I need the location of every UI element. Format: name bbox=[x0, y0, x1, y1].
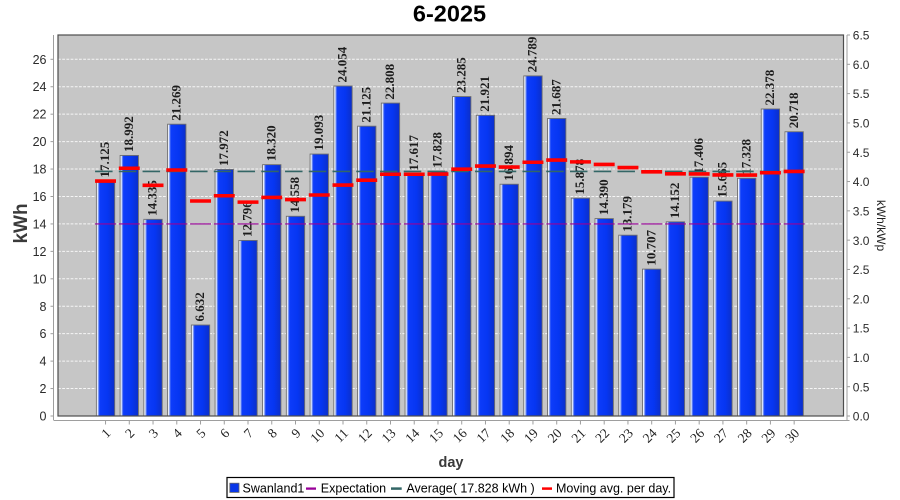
svg-text:13: 13 bbox=[378, 425, 398, 445]
svg-text:8: 8 bbox=[40, 300, 47, 314]
svg-text:20: 20 bbox=[545, 425, 565, 445]
svg-text:24: 24 bbox=[640, 425, 660, 445]
svg-text:14.152: 14.152 bbox=[667, 183, 682, 219]
svg-text:10: 10 bbox=[33, 272, 47, 286]
svg-text:12: 12 bbox=[355, 426, 375, 446]
svg-text:day: day bbox=[439, 455, 464, 471]
svg-text:23: 23 bbox=[616, 425, 636, 445]
svg-text:13.179: 13.179 bbox=[620, 195, 635, 231]
svg-text:18.992: 18.992 bbox=[121, 116, 136, 152]
svg-text:26: 26 bbox=[687, 425, 707, 445]
svg-text:2: 2 bbox=[40, 382, 47, 396]
svg-text:23.285: 23.285 bbox=[453, 57, 468, 93]
svg-text:0.5: 0.5 bbox=[853, 380, 870, 394]
svg-text:4: 4 bbox=[40, 355, 47, 369]
svg-text:16: 16 bbox=[33, 190, 47, 204]
svg-text:15: 15 bbox=[426, 425, 446, 445]
svg-text:21.687: 21.687 bbox=[548, 79, 563, 115]
svg-text:1: 1 bbox=[98, 426, 113, 441]
svg-text:12: 12 bbox=[33, 245, 47, 259]
svg-text:19.093: 19.093 bbox=[311, 114, 326, 150]
svg-text:27: 27 bbox=[711, 425, 731, 445]
svg-text:3.5: 3.5 bbox=[853, 204, 870, 218]
svg-text:14.390: 14.390 bbox=[596, 179, 611, 215]
svg-text:22: 22 bbox=[33, 108, 47, 122]
svg-text:kWh: kWh bbox=[11, 203, 32, 243]
svg-text:8: 8 bbox=[265, 425, 281, 441]
svg-text:19: 19 bbox=[521, 425, 541, 445]
svg-text:20.718: 20.718 bbox=[786, 92, 801, 128]
svg-text:2.5: 2.5 bbox=[853, 263, 870, 277]
svg-text:21.921: 21.921 bbox=[477, 76, 492, 112]
svg-text:17.828: 17.828 bbox=[430, 132, 445, 168]
svg-text:10: 10 bbox=[307, 425, 327, 445]
svg-text:4.5: 4.5 bbox=[853, 146, 870, 160]
svg-text:17.328: 17.328 bbox=[738, 139, 753, 175]
svg-text:17.617: 17.617 bbox=[406, 135, 421, 171]
svg-text:15.665: 15.665 bbox=[715, 161, 730, 197]
svg-text:14: 14 bbox=[33, 217, 47, 231]
svg-text:15.878: 15.878 bbox=[572, 158, 587, 194]
svg-text:3.0: 3.0 bbox=[853, 234, 870, 248]
svg-text:14.335: 14.335 bbox=[145, 180, 160, 216]
svg-text:Moving avg. per day.: Moving avg. per day. bbox=[556, 482, 671, 496]
svg-text:kWh/kWp: kWh/kWp bbox=[874, 200, 888, 252]
svg-text:0: 0 bbox=[40, 410, 47, 424]
svg-text:6: 6 bbox=[40, 327, 47, 341]
svg-text:Average( 17.828 kWh ): Average( 17.828 kWh ) bbox=[406, 482, 534, 496]
svg-text:14.558: 14.558 bbox=[287, 177, 302, 213]
svg-text:26: 26 bbox=[33, 53, 47, 67]
svg-text:2.0: 2.0 bbox=[853, 292, 870, 306]
svg-text:0.0: 0.0 bbox=[853, 410, 870, 424]
svg-text:5.5: 5.5 bbox=[853, 87, 870, 101]
svg-text:Expectation: Expectation bbox=[321, 482, 386, 496]
svg-text:28: 28 bbox=[735, 425, 755, 445]
svg-text:18: 18 bbox=[33, 163, 47, 177]
svg-text:1.5: 1.5 bbox=[853, 322, 870, 336]
svg-text:3: 3 bbox=[146, 425, 162, 441]
svg-text:18.320: 18.320 bbox=[263, 125, 278, 161]
svg-text:14: 14 bbox=[402, 425, 422, 445]
svg-text:16: 16 bbox=[450, 425, 470, 445]
svg-text:6-2025: 6-2025 bbox=[413, 1, 486, 27]
svg-text:30: 30 bbox=[782, 425, 802, 445]
svg-text:17.406: 17.406 bbox=[691, 137, 706, 173]
svg-text:7: 7 bbox=[241, 425, 257, 441]
svg-text:1.0: 1.0 bbox=[853, 351, 870, 365]
svg-text:20: 20 bbox=[33, 135, 47, 149]
svg-text:6: 6 bbox=[217, 425, 233, 441]
svg-text:4: 4 bbox=[170, 425, 186, 441]
svg-text:29: 29 bbox=[758, 425, 778, 445]
svg-text:17.972: 17.972 bbox=[216, 130, 231, 166]
svg-text:21.125: 21.125 bbox=[358, 86, 373, 122]
svg-text:22.378: 22.378 bbox=[762, 69, 777, 105]
svg-text:6.5: 6.5 bbox=[853, 29, 870, 43]
svg-text:6.0: 6.0 bbox=[853, 58, 870, 72]
svg-text:5: 5 bbox=[193, 425, 209, 441]
svg-text:4.0: 4.0 bbox=[853, 175, 870, 189]
svg-text:5.0: 5.0 bbox=[853, 117, 870, 131]
svg-text:25: 25 bbox=[663, 425, 683, 445]
svg-text:17.125: 17.125 bbox=[97, 141, 112, 177]
svg-text:2: 2 bbox=[122, 426, 137, 441]
svg-text:9: 9 bbox=[288, 425, 304, 441]
svg-text:17: 17 bbox=[473, 425, 493, 445]
svg-text:21.269: 21.269 bbox=[168, 84, 183, 120]
svg-text:11: 11 bbox=[331, 426, 351, 446]
svg-text:10.707: 10.707 bbox=[643, 229, 658, 265]
svg-text:21: 21 bbox=[568, 426, 588, 446]
svg-text:24.789: 24.789 bbox=[525, 36, 540, 72]
svg-text:Swanland1: Swanland1 bbox=[243, 482, 305, 496]
svg-text:22.808: 22.808 bbox=[382, 63, 397, 99]
svg-text:12.796: 12.796 bbox=[240, 201, 255, 237]
svg-text:24: 24 bbox=[33, 80, 47, 94]
svg-text:16.894: 16.894 bbox=[501, 144, 516, 180]
svg-text:22: 22 bbox=[592, 426, 612, 446]
svg-text:6.632: 6.632 bbox=[192, 292, 207, 321]
svg-text:18: 18 bbox=[497, 425, 517, 445]
svg-text:24.054: 24.054 bbox=[335, 46, 350, 82]
